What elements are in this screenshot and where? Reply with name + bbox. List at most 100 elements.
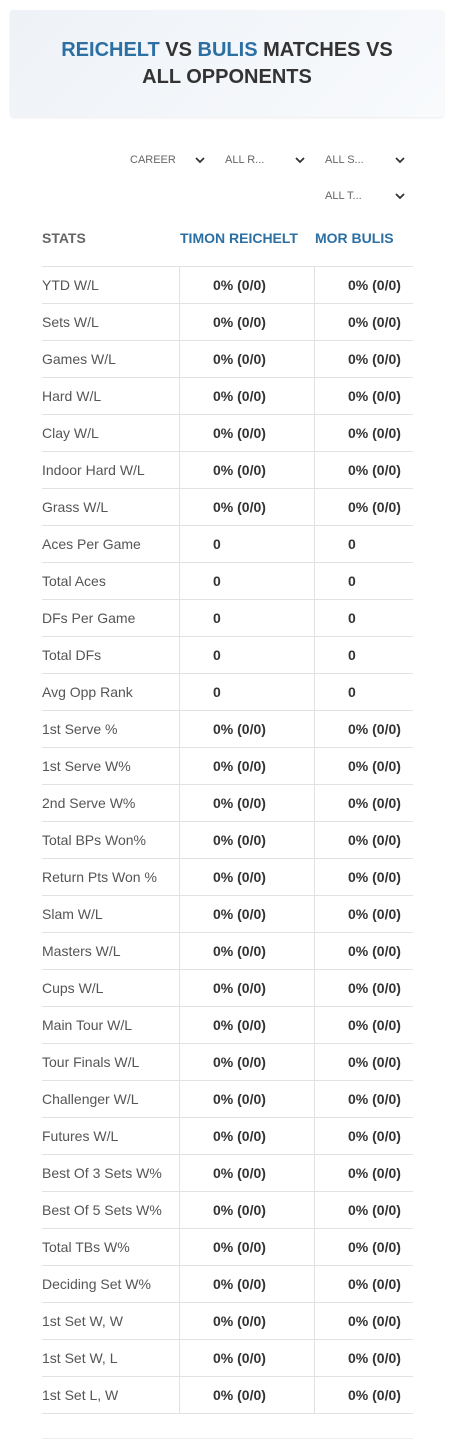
divider [314,1377,315,1414]
stat-label: YTD W/L [42,277,99,293]
stat-value: 0% (0/0) [213,462,266,478]
stat-value: 0 [348,647,356,663]
stat-label: Slam W/L [42,906,103,922]
stat-label: 1st Serve W% [42,758,131,774]
divider [314,970,315,1007]
divider [314,489,315,526]
column-header: STATS [42,230,86,246]
stat-value: 0% (0/0) [213,943,266,959]
filter-label: ALL S... [325,154,364,166]
divider [314,341,315,378]
stat-label: Total DFs [42,647,102,663]
stat-value: 0% (0/0) [348,943,401,959]
divider [179,415,180,452]
stat-label: Futures W/L [42,1128,119,1144]
stat-value: 0% (0/0) [213,832,266,848]
stat-value: 0% (0/0) [213,758,266,774]
player-2: BULIS [197,39,258,61]
divider [314,1229,315,1266]
stat-value: 0% (0/0) [348,499,401,515]
stat-value: 0% (0/0) [213,1276,266,1292]
filter-select[interactable]: CAREER [130,150,205,170]
stat-value: 0 [348,610,356,626]
divider [314,267,315,304]
table-row: Slam W/L 0% (0/0) 0% (0/0) [42,895,413,933]
stat-value: 0% (0/0) [348,1387,401,1403]
stat-value: 0 [348,536,356,552]
stat-label: Deciding Set W% [42,1276,151,1292]
player-1: REICHELT [61,39,160,61]
stat-value: 0% (0/0) [348,906,401,922]
divider [179,748,180,785]
table-row: Best Of 3 Sets W% 0% (0/0) 0% (0/0) [42,1154,413,1192]
table-row: Return Pts Won % 0% (0/0) 0% (0/0) [42,858,413,896]
divider [179,489,180,526]
divider [314,563,315,600]
stat-label: Aces Per Game [42,536,141,552]
filter-select[interactable]: ALL R... [225,150,305,170]
stat-value: 0% (0/0) [213,1165,266,1181]
stat-value: 0% (0/0) [348,980,401,996]
table-row: 1st Set W, L 0% (0/0) 0% (0/0) [42,1339,413,1377]
divider [179,1340,180,1377]
divider [314,674,315,711]
title-text: MATCHES VS ALL OPPONENTS [142,39,393,88]
stat-value: 0 [213,536,221,552]
stat-value: 0 [348,684,356,700]
footer-line [42,1438,413,1439]
divider [314,304,315,341]
table-row: 1st Set L, W 0% (0/0) 0% (0/0) [42,1376,413,1414]
table-row: Main Tour W/L 0% (0/0) 0% (0/0) [42,1006,413,1044]
stat-value: 0% (0/0) [213,980,266,996]
stat-value: 0% (0/0) [213,388,266,404]
divider [179,637,180,674]
stat-value: 0% (0/0) [348,1276,401,1292]
stat-label: Hard W/L [42,388,102,404]
table-row: 2nd Serve W% 0% (0/0) 0% (0/0) [42,784,413,822]
stat-value: 0 [213,573,221,589]
stat-value: 0% (0/0) [348,351,401,367]
stat-value: 0% (0/0) [213,1387,266,1403]
stat-label: DFs Per Game [42,610,136,626]
table-row: Challenger W/L 0% (0/0) 0% (0/0) [42,1080,413,1118]
stat-value: 0 [213,610,221,626]
divider [179,563,180,600]
divider [179,304,180,341]
stat-label: 1st Serve % [42,721,118,737]
divider [179,1303,180,1340]
table-row: Total DFs 0 0 [42,636,413,674]
divider [179,859,180,896]
table-row: Best Of 5 Sets W% 0% (0/0) 0% (0/0) [42,1191,413,1229]
divider [179,526,180,563]
stat-label: Main Tour W/L [42,1017,132,1033]
stat-value: 0% (0/0) [213,1091,266,1107]
table-row: Indoor Hard W/L 0% (0/0) 0% (0/0) [42,451,413,489]
table-row: Aces Per Game 0 0 [42,525,413,563]
divider [179,1192,180,1229]
table-row: Futures W/L 0% (0/0) 0% (0/0) [42,1117,413,1155]
divider [179,1118,180,1155]
stat-label: Best Of 3 Sets W% [42,1165,162,1181]
divider [314,1192,315,1229]
divider [179,674,180,711]
filter-select[interactable]: ALL S... [325,150,405,170]
stat-value: 0% (0/0) [348,721,401,737]
divider [314,600,315,637]
divider [179,970,180,1007]
filter-select[interactable]: ALL T... [325,186,405,206]
divider [314,1303,315,1340]
divider [314,785,315,822]
stat-value: 0 [213,684,221,700]
divider [314,896,315,933]
divider [179,822,180,859]
divider [314,1155,315,1192]
stat-label: 2nd Serve W% [42,795,136,811]
stat-label: Clay W/L [42,425,99,441]
table-row: Masters W/L 0% (0/0) 0% (0/0) [42,932,413,970]
divider [179,600,180,637]
stat-label: 1st Set L, W [42,1387,119,1403]
stat-value: 0% (0/0) [213,314,266,330]
chevron [395,193,405,200]
divider [314,1118,315,1155]
title-text: VS [159,39,198,61]
